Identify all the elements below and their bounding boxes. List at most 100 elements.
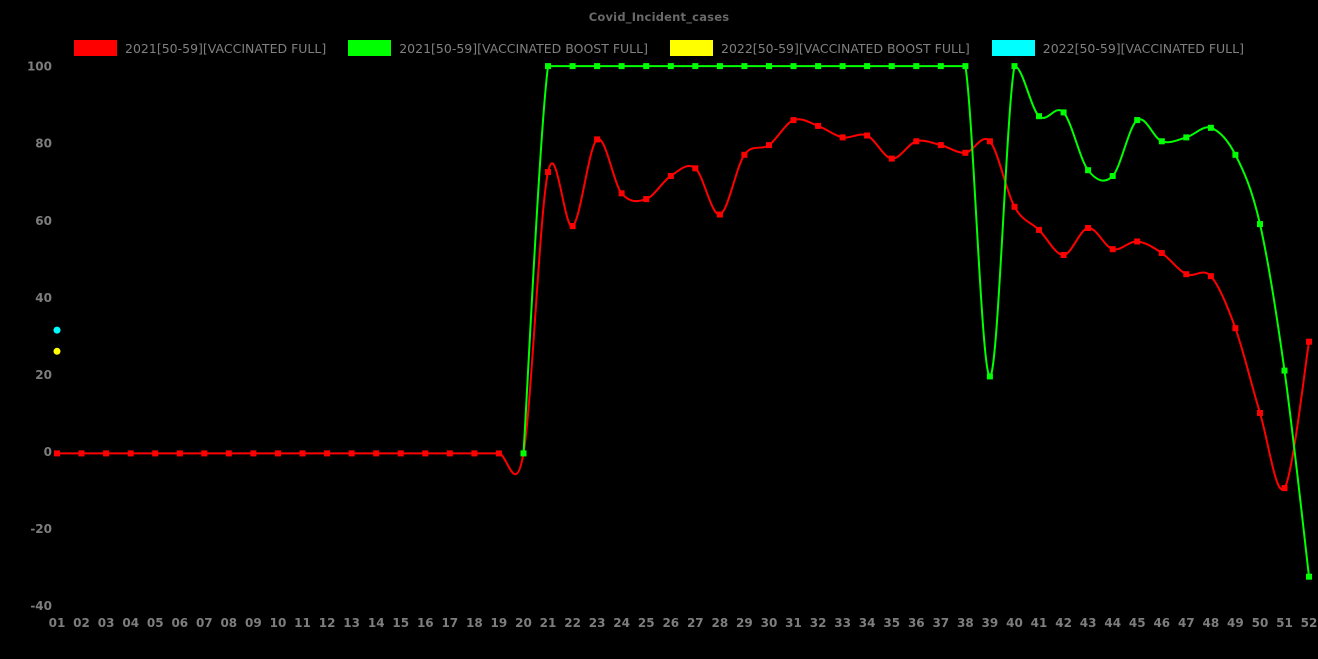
data-point (986, 138, 993, 145)
data-point (569, 223, 576, 230)
data-point (741, 151, 748, 158)
x-tick-label: 37 (932, 616, 949, 630)
x-tick-label: 48 (1203, 616, 1220, 630)
data-point (1036, 113, 1042, 120)
x-tick-label: 42 (1055, 616, 1072, 630)
data-point (913, 138, 920, 145)
x-tick-label: 47 (1178, 616, 1195, 630)
data-point (766, 142, 772, 149)
legend-label: 2022[50-59][VACCINATED BOOST FULL] (721, 40, 970, 56)
data-point (201, 450, 208, 457)
y-tick-label: 20 (35, 368, 52, 382)
data-point (839, 63, 846, 70)
x-tick-label: 30 (761, 616, 778, 630)
legend-item-2[interactable]: 2022[50-59][VACCINATED BOOST FULL] (670, 40, 970, 56)
data-point (1011, 63, 1018, 70)
data-point (986, 373, 993, 380)
y-tick-label: 80 (35, 137, 52, 151)
data-point (790, 117, 797, 124)
data-point (471, 450, 478, 457)
x-tick-label: 01 (49, 616, 66, 630)
data-point (1134, 238, 1141, 245)
legend-item-1[interactable]: 2021[50-59][VACCINATED BOOST FULL] (348, 40, 648, 56)
data-point (520, 450, 527, 457)
x-tick-label: 52 (1301, 616, 1318, 630)
data-point (176, 450, 183, 457)
x-tick-label: 23 (589, 616, 606, 630)
x-tick-label: 15 (392, 616, 409, 630)
x-tick-label: 20 (515, 616, 532, 630)
data-point (643, 63, 650, 70)
data-point (1257, 221, 1263, 228)
legend-label: 2021[50-59][VACCINATED BOOST FULL] (399, 40, 648, 56)
x-tick-label: 39 (982, 616, 999, 630)
x-tick-label: 07 (196, 616, 213, 630)
legend-item-3[interactable]: 2022[50-59][VACCINATED FULL] (991, 40, 1244, 56)
legend-label: 2022[50-59][VACCINATED FULL] (1042, 40, 1244, 56)
x-tick-label: 18 (466, 616, 483, 630)
x-tick-label: 40 (1006, 616, 1023, 630)
data-point (1281, 485, 1288, 492)
data-point (618, 190, 625, 197)
data-point (594, 63, 601, 70)
data-point (54, 450, 60, 457)
data-point (1281, 367, 1288, 374)
x-tick-label: 06 (171, 616, 188, 630)
data-point (1011, 203, 1018, 210)
data-point (1060, 109, 1067, 116)
data-point (1183, 134, 1190, 141)
legend-swatch (74, 40, 118, 56)
data-point (888, 155, 895, 162)
x-tick-label: 21 (540, 616, 557, 630)
x-tick-label: 51 (1276, 616, 1293, 630)
x-tick-label: 25 (638, 616, 655, 630)
y-tick-label: 0 (44, 445, 52, 459)
x-tick-label: 10 (270, 616, 287, 630)
x-tick-label: 11 (294, 616, 311, 630)
data-point (1060, 252, 1067, 258)
data-point (716, 63, 723, 70)
data-point (766, 63, 772, 70)
legend-item-0[interactable]: 2021[50-59][VACCINATED FULL] (74, 40, 326, 56)
data-point (78, 450, 85, 457)
data-point (618, 63, 625, 70)
x-tick-label: 50 (1252, 616, 1269, 630)
x-tick-label: 36 (908, 616, 925, 630)
data-point (962, 149, 969, 156)
legend-label: 2021[50-59][VACCINATED FULL] (125, 40, 327, 56)
data-point (716, 211, 723, 218)
data-point (1306, 338, 1312, 345)
data-point (569, 63, 576, 70)
data-point (692, 63, 699, 70)
data-point (422, 450, 429, 457)
data-point (1232, 325, 1239, 332)
data-point (53, 347, 61, 355)
data-point (250, 450, 257, 457)
data-point (839, 134, 846, 141)
x-tick-label: 03 (98, 616, 115, 630)
data-point (1085, 167, 1092, 174)
x-tick-label: 46 (1153, 616, 1170, 630)
data-point (594, 136, 601, 143)
series-line-0 (57, 118, 1310, 491)
data-point (643, 196, 650, 203)
x-tick-label: 17 (441, 616, 458, 630)
x-tick-label: 29 (736, 616, 753, 630)
x-tick-label: 13 (343, 616, 360, 630)
series-1 (520, 63, 1312, 580)
data-point (937, 63, 944, 70)
data-point (495, 450, 502, 457)
data-point (1134, 117, 1141, 124)
data-point (275, 450, 281, 457)
series-2 (53, 347, 61, 355)
data-point (53, 326, 61, 334)
data-point (397, 450, 404, 457)
y-tick-label: -40 (30, 599, 52, 613)
data-point (790, 63, 797, 70)
legend-swatch (991, 40, 1035, 56)
data-point (1183, 271, 1190, 278)
data-point (299, 450, 306, 457)
x-tick-label: 35 (883, 616, 900, 630)
x-tick-label: 22 (564, 616, 581, 630)
